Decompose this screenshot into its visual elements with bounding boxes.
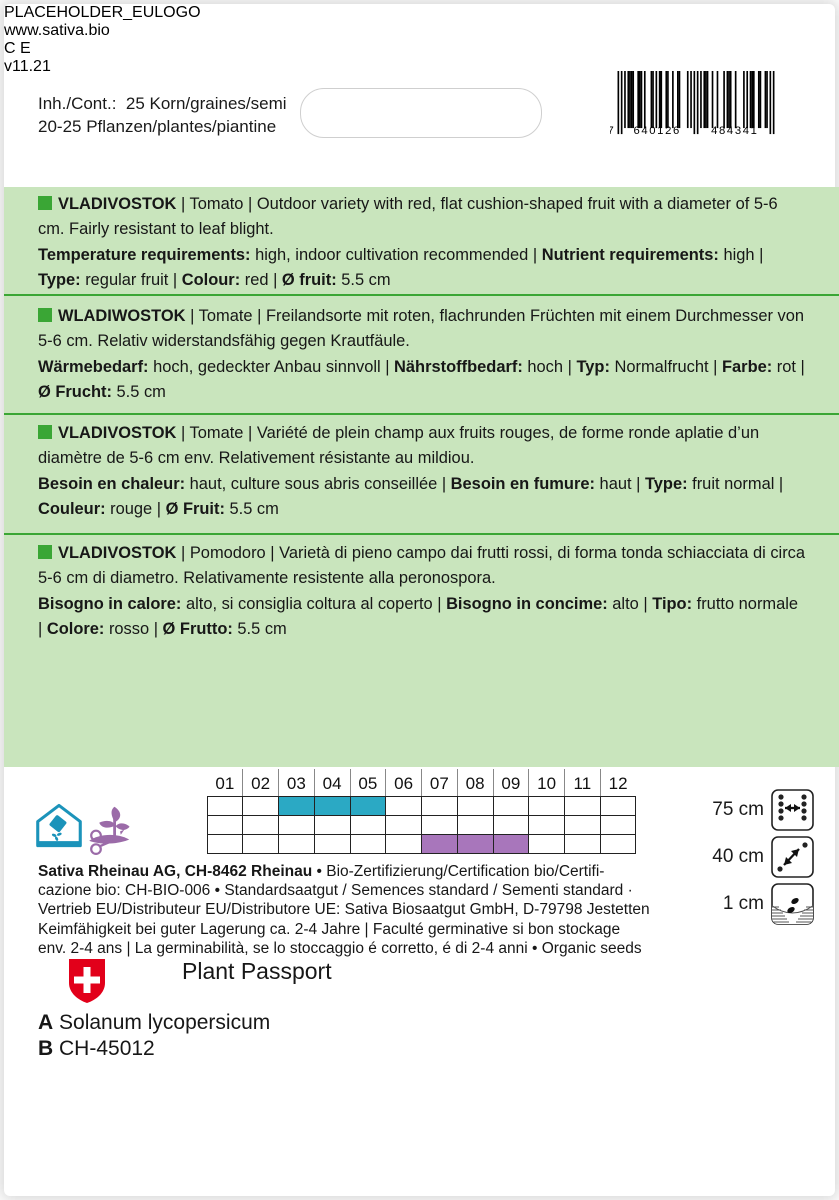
svg-text:484341: 484341 xyxy=(711,125,758,137)
svg-text:640126: 640126 xyxy=(633,125,680,137)
svg-text:7: 7 xyxy=(610,125,614,137)
